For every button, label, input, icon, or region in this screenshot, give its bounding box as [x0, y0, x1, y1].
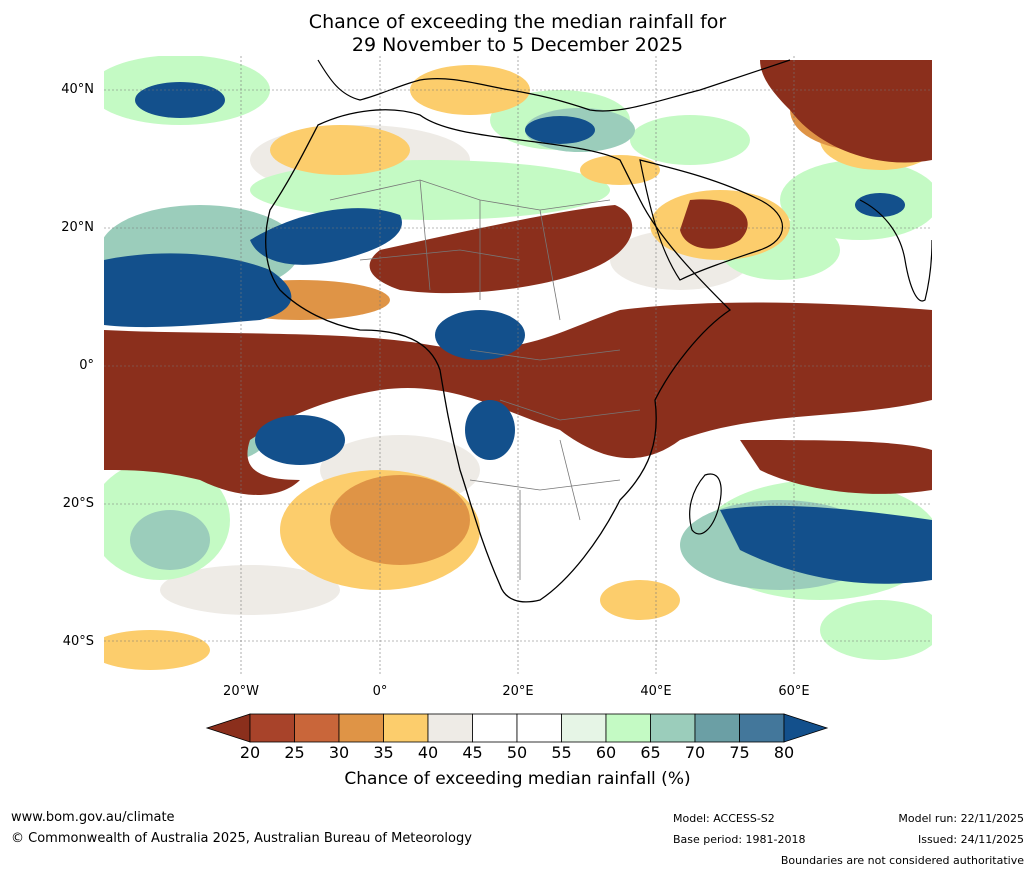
colorbar-swatch: [605, 713, 651, 743]
colorbar-tick-label: 40: [417, 743, 439, 762]
colorbar-tick-label: 70: [684, 743, 706, 762]
lon-label-20w: 20°W: [223, 684, 259, 699]
lon-label-20e: 20°E: [502, 684, 534, 699]
footer-issued: Issued: 24/11/2025: [917, 833, 1024, 846]
colorbar: [205, 713, 829, 743]
colorbar-swatch: [383, 713, 429, 743]
colorbar-tick-label: 60: [595, 743, 617, 762]
colorbar-tick-label: 45: [462, 743, 483, 762]
footer-model-run: Model run: 22/11/2025: [898, 812, 1024, 825]
colorbar-tick-label: 30: [328, 743, 350, 762]
colorbar-tick-label: 55: [551, 743, 572, 762]
colorbar-swatch: [294, 713, 340, 743]
lon-label-60e: 60°E: [778, 684, 810, 699]
lat-label-20s: 20°S: [62, 496, 94, 511]
colorbar-swatch: [427, 713, 473, 743]
rainfall-map: [104, 56, 932, 676]
blue-regions: [104, 82, 932, 584]
lat-label-40s: 40°S: [62, 634, 94, 649]
colorbar-swatch: [338, 713, 384, 743]
colorbar-swatch: [650, 713, 696, 743]
colorbar-swatch: [561, 713, 607, 743]
footer-copyright: © Commonwealth of Australia 2025, Austra…: [11, 831, 472, 846]
colorbar-swatch: [472, 713, 518, 743]
colorbar-tick-label: 80: [773, 743, 795, 762]
footer-base-period: Base period: 1981-2018: [673, 833, 806, 846]
colorbar-tick-label: 65: [640, 743, 661, 762]
lon-label-0: 0°: [372, 684, 388, 699]
colorbar-tick-label: 20: [239, 743, 261, 762]
europe-coastline: [317, 59, 791, 112]
footer-website[interactable]: www.bom.gov.au/climate: [11, 810, 175, 825]
colorbar-swatch: [694, 713, 740, 743]
arabia-coastline: [639, 159, 784, 281]
colorbar-label: Chance of exceeding median rainfall (%): [344, 769, 691, 789]
colorbar-arrow-low: [205, 713, 251, 743]
lon-label-40e: 40°E: [640, 684, 672, 699]
africa-coastline: [265, 109, 732, 603]
lat-label-0: 0°: [79, 358, 94, 373]
country-borders: [329, 179, 641, 580]
colorbar-tick-label: 25: [284, 743, 305, 762]
graticule: [104, 56, 932, 676]
map-title-line1: Chance of exceeding the median rainfall …: [308, 11, 727, 33]
footer-boundaries: Boundaries are not considered authoritat…: [780, 854, 1024, 867]
colorbar-swatch: [739, 713, 785, 743]
colorbar-tick-label: 50: [506, 743, 528, 762]
madagascar-coastline: [689, 473, 722, 535]
colorbar-tick-label: 75: [729, 743, 750, 762]
colorbar-tick-label: 35: [373, 743, 394, 762]
lat-label-40n: 40°N: [61, 82, 94, 97]
footer-model: Model: ACCESS-S2: [673, 812, 775, 825]
lat-label-20n: 20°N: [61, 220, 94, 235]
brown-regions: [104, 60, 932, 495]
map-title-line2: 29 November to 5 December 2025: [351, 34, 684, 56]
india-coastline: [859, 199, 932, 302]
colorbar-swatch: [516, 713, 562, 743]
colorbar-swatch: [249, 713, 295, 743]
colorbar-arrow-high: [783, 713, 829, 743]
